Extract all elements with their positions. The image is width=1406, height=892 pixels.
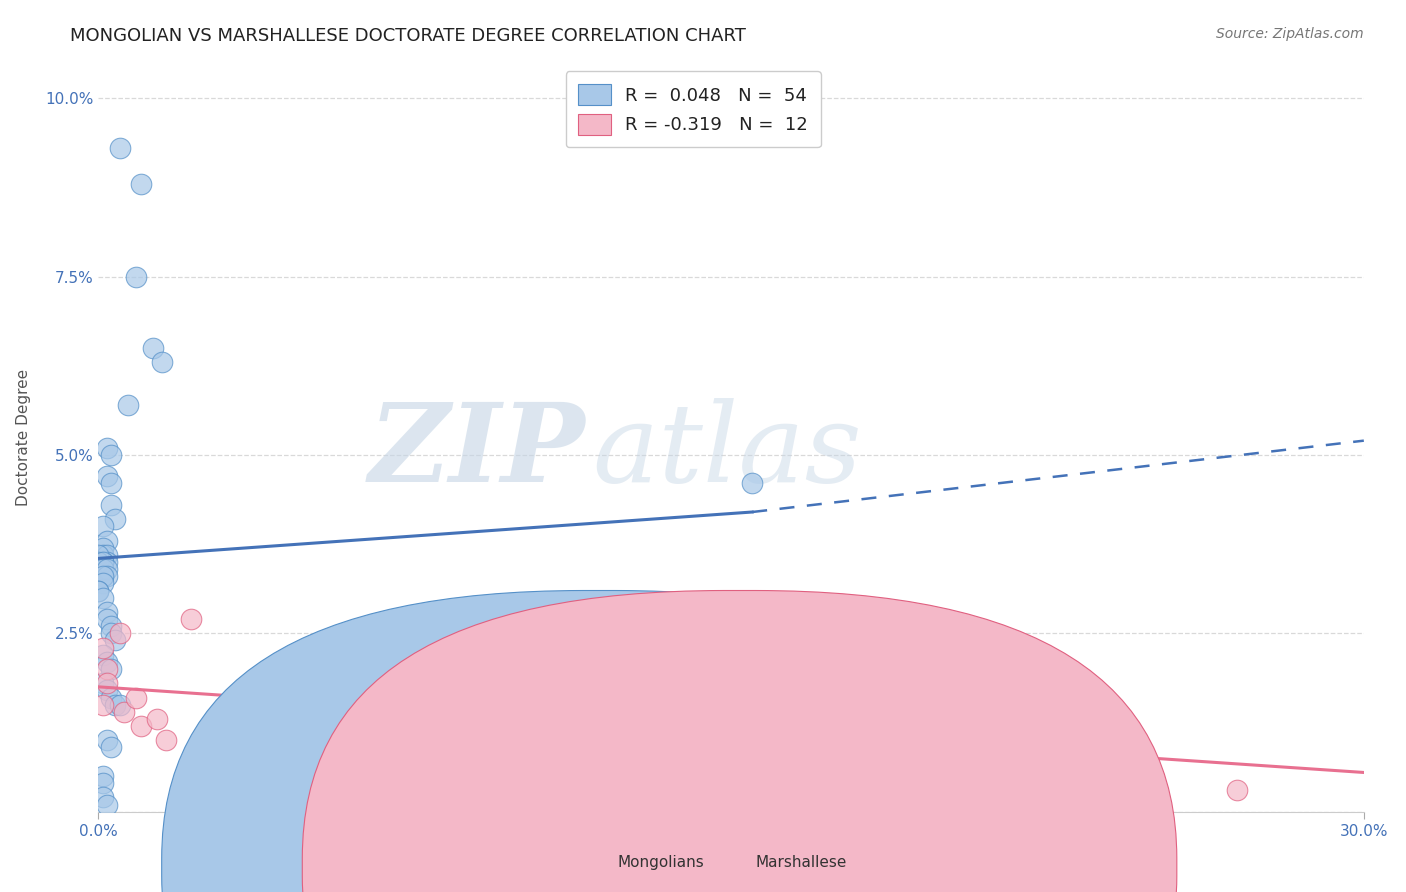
Point <box>91 562 114 576</box>
Point <box>741 476 763 491</box>
Point <box>100 662 122 676</box>
Point <box>180 612 202 626</box>
Point <box>129 719 152 733</box>
Point <box>91 541 114 555</box>
Point <box>96 555 118 569</box>
Point <box>104 512 127 526</box>
Point <box>150 355 173 369</box>
Point <box>96 662 118 676</box>
Point <box>100 448 122 462</box>
Point <box>96 655 118 669</box>
Point <box>91 519 114 533</box>
Point <box>96 533 118 548</box>
Text: Marshallese: Marshallese <box>756 855 846 870</box>
Legend: R =  0.048   N =  54, R = -0.319   N =  12: R = 0.048 N = 54, R = -0.319 N = 12 <box>565 71 821 147</box>
Point <box>104 698 127 712</box>
Point <box>112 705 135 719</box>
Point <box>125 690 148 705</box>
Point <box>91 562 114 576</box>
Point <box>146 712 169 726</box>
Point <box>100 740 122 755</box>
Point <box>96 733 118 747</box>
Point <box>96 441 118 455</box>
Point <box>96 562 118 576</box>
Point <box>96 605 118 619</box>
Point <box>87 583 110 598</box>
Point <box>100 619 122 633</box>
Point <box>91 569 114 583</box>
Point <box>96 797 118 812</box>
Point <box>100 476 122 491</box>
Point <box>129 177 152 191</box>
Point <box>1226 783 1249 797</box>
Point <box>87 548 110 562</box>
Point <box>104 633 127 648</box>
Point <box>91 591 114 605</box>
Point <box>91 676 114 690</box>
Point <box>91 569 114 583</box>
Y-axis label: Doctorate Degree: Doctorate Degree <box>17 368 31 506</box>
Text: atlas: atlas <box>592 399 862 506</box>
Point <box>108 626 131 640</box>
Point <box>91 648 114 662</box>
Text: ZIP: ZIP <box>368 399 585 506</box>
Text: Source: ZipAtlas.com: Source: ZipAtlas.com <box>1216 27 1364 41</box>
Point <box>91 555 114 569</box>
Point <box>155 733 177 747</box>
Point <box>108 698 131 712</box>
Point <box>91 698 114 712</box>
Point <box>142 341 165 355</box>
Point <box>91 555 114 569</box>
Point <box>125 269 148 284</box>
Point <box>91 548 114 562</box>
Point <box>87 555 110 569</box>
Point <box>91 569 114 583</box>
Text: MONGOLIAN VS MARSHALLESE DOCTORATE DEGREE CORRELATION CHART: MONGOLIAN VS MARSHALLESE DOCTORATE DEGRE… <box>70 27 747 45</box>
Point <box>91 640 114 655</box>
Text: Mongolians: Mongolians <box>617 855 704 870</box>
Point <box>96 683 118 698</box>
Point <box>91 576 114 591</box>
Point <box>108 141 131 155</box>
Point <box>96 676 118 690</box>
Point <box>100 690 122 705</box>
Point <box>91 776 114 790</box>
Point <box>100 626 122 640</box>
Point <box>96 469 118 483</box>
Point <box>96 548 118 562</box>
Point <box>117 398 139 412</box>
Point <box>96 612 118 626</box>
Point <box>91 769 114 783</box>
Point <box>91 790 114 805</box>
Point <box>100 498 122 512</box>
Point <box>96 569 118 583</box>
Point <box>87 583 110 598</box>
